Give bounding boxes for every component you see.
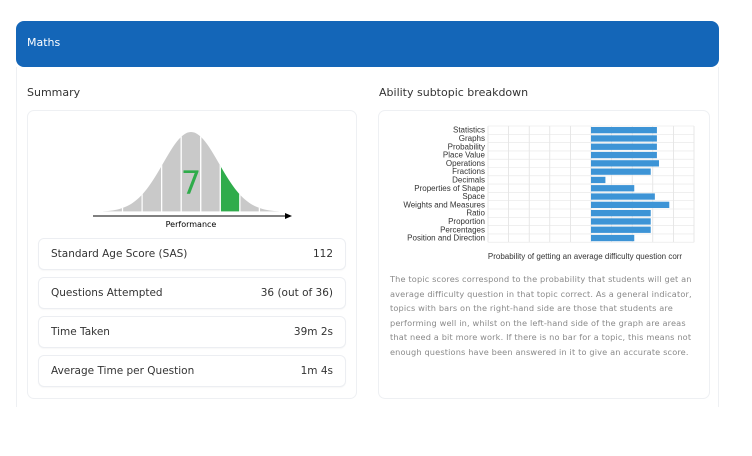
bar-space [591,193,655,200]
breakdown-title: Ability subtopic breakdown [379,86,529,99]
axis-arrow-icon [285,213,292,219]
category-label: Probability [448,142,485,151]
maths-header: Maths [16,21,719,67]
stat-row-average-time: Average Time per Question 1m 4s [38,355,346,387]
stat-value: 1m 4s [300,365,333,377]
stat-row-time-taken: Time Taken 39m 2s [38,316,346,348]
category-label: Decimals [452,176,485,185]
stat-label: Average Time per Question [51,365,195,377]
category-label: Place Value [443,151,486,160]
category-label: Operations [446,159,485,168]
bar-percentages [591,226,651,233]
stanine-score: 7 [181,164,201,202]
bar-fractions [591,168,651,175]
bar-ratio [591,210,651,217]
stanine-band-9 [258,132,279,212]
category-label: Ratio [466,209,485,218]
stat-label: Questions Attempted [51,287,163,299]
stanine-band-2 [121,132,143,212]
bar-statistics [591,127,657,134]
category-label: Properties of Shape [414,184,485,193]
stanine-band-3 [141,132,163,212]
bar-proportion [591,218,651,225]
stanine-band-4 [161,132,182,212]
stat-value: 36 (out of 36) [260,287,333,299]
category-label: Statistics [453,126,485,135]
category-label: Fractions [452,167,485,176]
bar-position-and-direction [591,234,635,242]
category-label: Space [462,192,485,201]
stanine-band-8 [239,132,261,212]
stanine-band-7 [219,132,241,212]
category-label: Percentages [440,225,485,234]
bar-properties-of-shape [591,185,635,192]
summary-title: Summary [27,86,81,99]
category-label: Weights and Measures [403,200,485,209]
x-axis-label: Probability of getting an average diffic… [488,252,683,261]
stat-value: 39m 2s [293,326,333,338]
stat-label: Standard Age Score (SAS) [51,248,188,260]
performance-label: Performance [166,220,217,229]
bar-graphs [591,135,657,142]
header-title: Maths [27,36,61,49]
stat-label: Time Taken [51,326,110,338]
category-label: Position and Direction [407,234,485,243]
bar-decimals [591,176,606,184]
stat-value: 112 [312,248,333,260]
category-label: Proportion [448,217,485,226]
stanine-band-1 [103,132,124,212]
bar-operations [591,160,659,167]
breakdown-description: The topic scores correspond to the proba… [390,274,692,357]
stanine-bell-chart: 7 Performance [93,132,292,229]
category-label: Graphs [459,134,485,143]
stat-row-sas: Standard Age Score (SAS) 112 [38,238,346,270]
bar-probability [591,143,657,150]
stat-row-questions-attempted: Questions Attempted 36 (out of 36) [38,277,346,309]
stanine-band-6 [200,132,221,212]
bar-place-value [591,151,657,159]
bar-weights-and-measures [591,201,670,208]
